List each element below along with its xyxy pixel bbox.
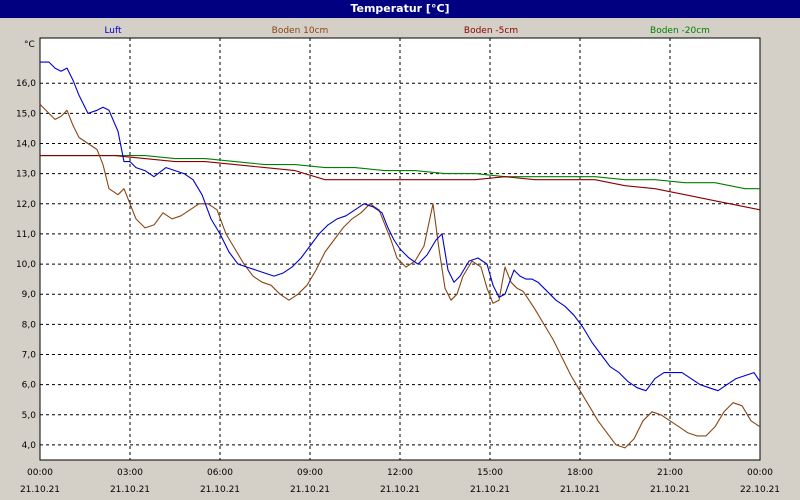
- y-tick-label: 9,0: [22, 290, 37, 300]
- y-tick-label: 8,0: [22, 320, 37, 330]
- x-tick-time: 03:00: [117, 468, 143, 478]
- x-tick-date: 21.10.21: [650, 485, 690, 495]
- series-line-luft: [40, 61, 761, 392]
- x-tick-time: 06:00: [207, 468, 233, 478]
- y-axis-unit-label: °C: [24, 40, 35, 50]
- y-tick-label: 14,0: [16, 140, 36, 150]
- legend-entry: Luft: [104, 26, 122, 36]
- x-tick-date: 21.10.21: [380, 485, 420, 495]
- y-tick-label: 11,0: [16, 230, 36, 240]
- legend-entry: Boden -20cm: [650, 26, 710, 36]
- x-tick-time: 21:00: [657, 468, 683, 478]
- x-tick-date: 21.10.21: [470, 485, 510, 495]
- x-tick-time: 00:00: [747, 468, 773, 478]
- window-title: Temperatur [°C]: [0, 0, 800, 18]
- y-tick-label: 13,0: [16, 170, 36, 180]
- series-line-boden-5cm: [40, 155, 761, 211]
- y-tick-label: 6,0: [22, 381, 37, 391]
- series-line-boden-20cm: [40, 155, 760, 190]
- y-tick-label: 15,0: [16, 109, 36, 119]
- x-tick-time: 12:00: [387, 468, 413, 478]
- y-tick-label: 7,0: [22, 351, 37, 361]
- legend-entry: Boden -5cm: [464, 26, 518, 36]
- x-tick-date: 21.10.21: [290, 485, 330, 495]
- y-tick-label: 16,0: [16, 79, 36, 89]
- x-tick-time: 00:00: [27, 468, 53, 478]
- x-tick-date: 22.10.21: [740, 485, 780, 495]
- series-line-boden-10cm: [39, 103, 761, 449]
- y-tick-label: 12,0: [16, 200, 36, 210]
- legend-entry: Boden 10cm: [272, 26, 329, 36]
- y-tick-label: 10,0: [16, 260, 36, 270]
- x-tick-date: 21.10.21: [560, 485, 600, 495]
- x-tick-date: 21.10.21: [200, 485, 240, 495]
- y-tick-label: 4,0: [22, 441, 37, 451]
- x-tick-date: 21.10.21: [20, 485, 60, 495]
- x-tick-time: 15:00: [477, 468, 503, 478]
- x-tick-time: 09:00: [297, 468, 323, 478]
- x-tick-time: 18:00: [567, 468, 593, 478]
- y-tick-label: 5,0: [22, 411, 37, 421]
- x-tick-date: 21.10.21: [110, 485, 150, 495]
